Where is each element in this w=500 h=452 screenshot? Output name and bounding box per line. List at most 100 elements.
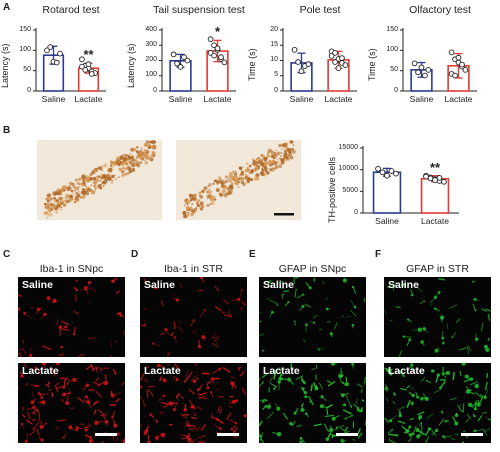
cell-process: [226, 309, 231, 317]
cell-process: [384, 367, 391, 373]
cell-process: [211, 381, 215, 384]
cell-process: [190, 320, 195, 327]
cell-body: [18, 307, 21, 311]
stain-particle: [55, 190, 58, 192]
stain-particle: [76, 182, 78, 184]
stain-particle: [264, 161, 269, 166]
cell-process: [455, 318, 461, 324]
stain-particle: [72, 183, 76, 187]
cell-body: [41, 400, 46, 405]
panel-label-c: C: [3, 249, 11, 260]
cell-body: [395, 434, 399, 437]
data-point: [211, 52, 217, 59]
cell-body: [60, 345, 63, 349]
cell-process: [336, 424, 345, 429]
micrograph-title: Iba-1 in SNpc: [39, 263, 104, 275]
significance-marker: **: [83, 47, 94, 63]
stain-particle: [267, 152, 270, 154]
cell-body: [420, 340, 424, 344]
cell-body: [202, 372, 205, 375]
cell-process: [38, 418, 43, 425]
stain-particle: [56, 191, 60, 196]
cell-process: [56, 318, 59, 325]
stain-particle: [242, 166, 244, 168]
cell-process: [153, 343, 161, 347]
cell-body: [33, 412, 36, 415]
stain-particle: [53, 197, 57, 200]
stain-particle: [289, 155, 294, 160]
micrograph-e-lactate: Lactate: [259, 363, 366, 443]
stain-particle: [152, 154, 156, 158]
stain-particle: [230, 172, 234, 176]
micrograph-group-label: Lactate: [144, 365, 181, 377]
stain-particle: [266, 162, 268, 164]
stain-particle: [93, 170, 96, 173]
cell-process: [469, 381, 478, 386]
scale-bar: [95, 433, 117, 436]
cell-process: [263, 398, 268, 401]
cell-body: [437, 291, 441, 294]
stain-particle: [63, 196, 66, 199]
stain-particle: [252, 161, 256, 165]
stain-particle: [273, 152, 276, 155]
cell-process: [276, 286, 285, 290]
cell-body: [232, 399, 236, 404]
cell-body: [111, 415, 114, 419]
micrograph-texture: [384, 278, 491, 357]
stain-particle: [264, 169, 268, 173]
cell-process: [418, 421, 422, 427]
stain-particle: [203, 186, 208, 191]
stain-particle: [280, 151, 283, 155]
cell-body: [402, 374, 405, 378]
cell-process: [259, 377, 261, 381]
stain-particle: [186, 214, 190, 217]
cell-body: [192, 379, 197, 384]
cell-body: [351, 285, 355, 289]
cell-body: [434, 307, 437, 310]
data-point: [221, 59, 228, 66]
cell-process: [61, 398, 64, 401]
cell-process: [241, 301, 247, 306]
stain-particle: [221, 189, 226, 193]
cell-process: [345, 395, 350, 404]
cell-process: [224, 315, 232, 317]
cell-process: [357, 432, 363, 439]
stain-particle: [198, 207, 201, 209]
stain-particle: [276, 158, 279, 161]
cell-process: [410, 292, 413, 297]
cell-process: [387, 429, 393, 434]
cell-process: [19, 351, 22, 357]
stain-particle: [270, 167, 275, 172]
stain-particle: [291, 149, 296, 154]
stain-particle: [200, 204, 204, 208]
cell-process: [484, 381, 488, 391]
stain-particle: [131, 154, 134, 157]
cell-process: [35, 306, 43, 314]
cell-process: [197, 405, 203, 411]
cell-process: [35, 408, 39, 412]
th-stain-image-saline: [37, 140, 162, 220]
stain-particle: [119, 161, 123, 164]
stain-particle: [123, 167, 127, 171]
cell-process: [345, 315, 352, 318]
stain-particle: [234, 172, 238, 176]
data-point: [174, 60, 180, 67]
cell-process: [406, 400, 411, 408]
cell-process: [239, 289, 243, 298]
stain-particle: [49, 202, 53, 207]
data-point: [291, 46, 298, 53]
panel-label-e: E: [249, 249, 256, 260]
cell-process: [384, 417, 390, 424]
cell-process: [352, 438, 356, 441]
y-tick-label: 15: [270, 40, 278, 48]
cell-body: [436, 373, 441, 377]
stain-particle: [52, 191, 57, 196]
cell-body: [90, 365, 92, 367]
cell-process: [96, 380, 106, 388]
cell-process: [159, 376, 163, 382]
th-stain-image-lactate: [176, 140, 301, 220]
data-point: [432, 177, 438, 183]
cell-body: [304, 395, 308, 399]
stain-particle: [74, 178, 78, 182]
micrograph-d-saline: Saline: [140, 277, 247, 357]
